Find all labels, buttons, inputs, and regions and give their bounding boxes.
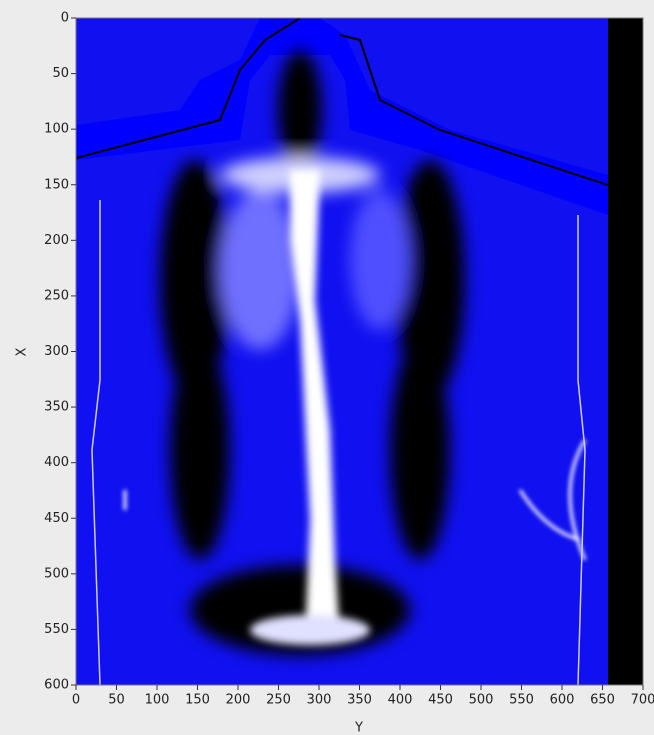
- x-tick-label: 200: [226, 693, 251, 708]
- x-tick-label: 700: [631, 693, 654, 708]
- chart: Y X 050100150200250300350400450500550600…: [0, 0, 654, 735]
- y-tick-label: 150: [44, 177, 69, 192]
- intensity-image: [76, 18, 608, 685]
- x-tick-label: 400: [388, 693, 413, 708]
- x-tick-label: 350: [347, 693, 372, 708]
- y-tick-label: 0: [61, 11, 69, 26]
- y-tick-label: 250: [44, 288, 69, 303]
- y-tick-label: 50: [52, 66, 69, 81]
- y-axis-label: X: [15, 347, 30, 356]
- x-tick-label: 0: [72, 693, 80, 708]
- x-tick-label: 50: [108, 693, 125, 708]
- y-tick-label: 400: [44, 455, 69, 470]
- y-tick-label: 100: [44, 122, 69, 137]
- x-tick-label: 500: [469, 693, 494, 708]
- y-tick-label: 350: [44, 400, 69, 415]
- x-tick-label: 650: [590, 693, 615, 708]
- x-tick-label: 300: [307, 693, 332, 708]
- y-tick-label: 500: [44, 566, 69, 581]
- x-tick-label: 250: [266, 693, 291, 708]
- x-tick-label: 550: [509, 693, 534, 708]
- y-tick-label: 300: [44, 344, 69, 359]
- y-tick-label: 450: [44, 511, 69, 526]
- x-tick-label: 450: [428, 693, 453, 708]
- x-tick-label: 100: [145, 693, 170, 708]
- x-tick-label: 600: [550, 693, 575, 708]
- x-tick-label: 150: [185, 693, 210, 708]
- x-axis-label: Y: [354, 721, 363, 735]
- y-tick-label: 600: [44, 678, 69, 693]
- y-tick-label: 550: [44, 622, 69, 637]
- y-tick-label: 200: [44, 233, 69, 248]
